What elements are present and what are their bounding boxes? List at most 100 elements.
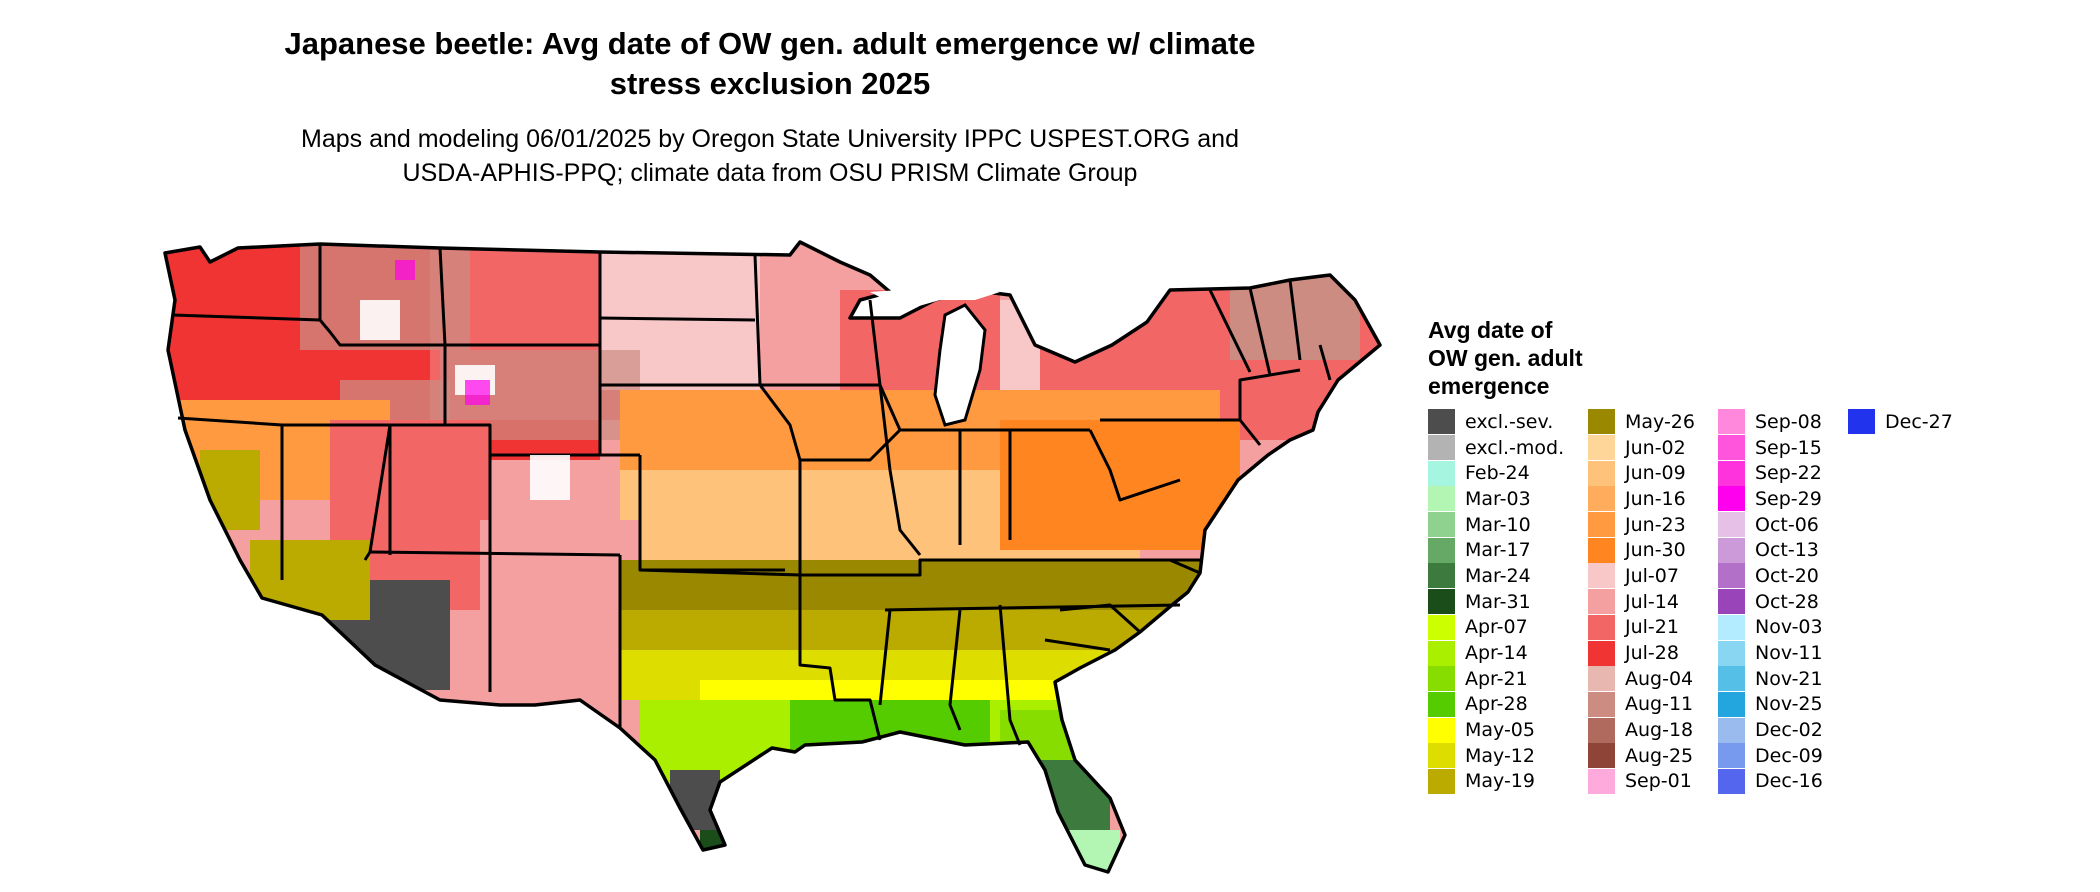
- legend-label: May-26: [1625, 410, 1695, 433]
- legend-item: Jul-07: [1588, 563, 1718, 589]
- legend-item: Jul-21: [1588, 614, 1718, 641]
- legend-swatch: [1428, 717, 1455, 743]
- legend-label: Aug-25: [1625, 744, 1694, 767]
- map-title: Japanese beetle: Avg date of OW gen. adu…: [200, 24, 1340, 104]
- legend-item: Jul-14: [1588, 589, 1718, 615]
- legend-label: Nov-03: [1755, 616, 1823, 639]
- legend-item: Dec-02: [1718, 717, 1848, 743]
- legend-label: Aug-18: [1625, 719, 1694, 742]
- state-borders: [163, 240, 1382, 874]
- legend-swatch: [1718, 460, 1745, 486]
- legend-item: Sep-01: [1588, 768, 1718, 795]
- legend-label: Apr-07: [1465, 616, 1528, 639]
- legend-label: Sep-22: [1755, 462, 1822, 485]
- legend-label: Mar-24: [1465, 564, 1531, 587]
- legend-item: Dec-27: [1848, 409, 1968, 435]
- legend-item: Apr-28: [1428, 691, 1588, 718]
- legend-title-line-1: Avg date of: [1428, 317, 1553, 343]
- legend-label: Jul-21: [1625, 616, 1679, 639]
- legend-label: May-05: [1465, 719, 1535, 742]
- legend-swatch: [1588, 537, 1615, 563]
- legend-label: Oct-20: [1755, 564, 1819, 587]
- legend-swatch: [1588, 486, 1615, 512]
- legend-item: Aug-25: [1588, 743, 1718, 769]
- legend-label: Aug-04: [1625, 667, 1694, 690]
- legend-swatch: [1428, 563, 1455, 589]
- legend-label: excl.-mod.: [1465, 436, 1565, 459]
- map-color-regions: [165, 242, 1380, 872]
- legend-swatch: [1428, 486, 1455, 512]
- legend-label: Nov-11: [1755, 642, 1823, 665]
- legend-item: Sep-29: [1718, 486, 1848, 512]
- legend-label: Mar-17: [1465, 539, 1531, 562]
- legend-item: Jul-28: [1588, 640, 1718, 666]
- legend-label: Jul-28: [1625, 642, 1679, 665]
- legend-label: Oct-13: [1755, 539, 1819, 562]
- legend-label: Jun-30: [1625, 539, 1686, 562]
- legend-label: Jun-09: [1625, 462, 1686, 485]
- legend-swatch: [1718, 435, 1745, 461]
- legend-label: Jun-02: [1625, 436, 1686, 459]
- legend-swatch: [1588, 666, 1615, 692]
- legend-item: Aug-11: [1588, 691, 1718, 718]
- legend-item: Nov-11: [1718, 640, 1848, 666]
- legend-label: Jul-14: [1625, 590, 1679, 613]
- legend-item: Nov-25: [1718, 691, 1848, 718]
- legend-item: Sep-08: [1718, 409, 1848, 435]
- legend-item: Dec-16: [1718, 768, 1848, 795]
- legend-item: Mar-24: [1428, 563, 1588, 589]
- legend-swatch: [1428, 614, 1455, 640]
- legend-swatch: [1588, 743, 1615, 769]
- legend-swatch: [1588, 768, 1615, 794]
- map-subtitle-line-2: USDA-APHIS-PPQ; climate data from OSU PR…: [402, 159, 1138, 187]
- legend-item: Oct-13: [1718, 537, 1848, 563]
- legend-item: Feb-24: [1428, 460, 1588, 486]
- legend-swatch: [1428, 512, 1455, 538]
- legend-label: May-12: [1465, 744, 1535, 767]
- legend-swatch: [1588, 409, 1615, 435]
- legend-label: Nov-21: [1755, 667, 1823, 690]
- legend-label: May-19: [1465, 770, 1535, 793]
- legend-label: Apr-21: [1465, 667, 1528, 690]
- legend-item: May-26: [1588, 409, 1718, 435]
- legend-swatch: [1718, 768, 1745, 794]
- legend-swatch: [1428, 691, 1455, 717]
- legend-label: Aug-11: [1625, 693, 1694, 716]
- legend-item: Nov-21: [1718, 666, 1848, 692]
- legend-label: Dec-16: [1755, 770, 1823, 793]
- legend-swatch: [1428, 743, 1455, 769]
- legend-item: Dec-09: [1718, 743, 1848, 769]
- legend-swatch: [1718, 743, 1745, 769]
- legend-swatch: [1588, 589, 1615, 615]
- legend-item: Oct-06: [1718, 512, 1848, 538]
- legend-item: Apr-14: [1428, 640, 1588, 666]
- legend-swatch: [1718, 614, 1745, 640]
- magenta-patches: [395, 260, 490, 405]
- legend-swatch: [1428, 537, 1455, 563]
- us-emergence-map: [163, 240, 1382, 874]
- legend-label: Mar-31: [1465, 590, 1531, 613]
- lake-michigan: [933, 303, 987, 427]
- legend-swatch: [1428, 589, 1455, 615]
- legend-swatch: [1718, 640, 1745, 666]
- legend-swatch: [1588, 460, 1615, 486]
- legend-swatch: [1428, 460, 1455, 486]
- legend-swatch: [1718, 589, 1745, 615]
- legend-label: excl.-sev.: [1465, 410, 1554, 433]
- legend-label: Apr-28: [1465, 693, 1528, 716]
- legend-item: Jun-09: [1588, 460, 1718, 486]
- legend-label: Feb-24: [1465, 462, 1530, 485]
- legend-item: May-12: [1428, 743, 1588, 769]
- legend-swatch: [1718, 717, 1745, 743]
- map-title-line-1: Japanese beetle: Avg date of OW gen. adu…: [284, 26, 1256, 61]
- legend-swatch: [1428, 435, 1455, 461]
- legend-swatch: [1718, 512, 1745, 538]
- legend-swatch: [1588, 512, 1615, 538]
- legend-item: Oct-28: [1718, 589, 1848, 615]
- legend-label: Oct-28: [1755, 590, 1819, 613]
- legend-item: Jun-02: [1588, 435, 1718, 461]
- legend-swatch: [1588, 435, 1615, 461]
- legend-swatch: [1588, 691, 1615, 717]
- legend-item: Nov-03: [1718, 614, 1848, 641]
- legend-title: Avg date of OW gen. adult emergence: [1428, 316, 1648, 400]
